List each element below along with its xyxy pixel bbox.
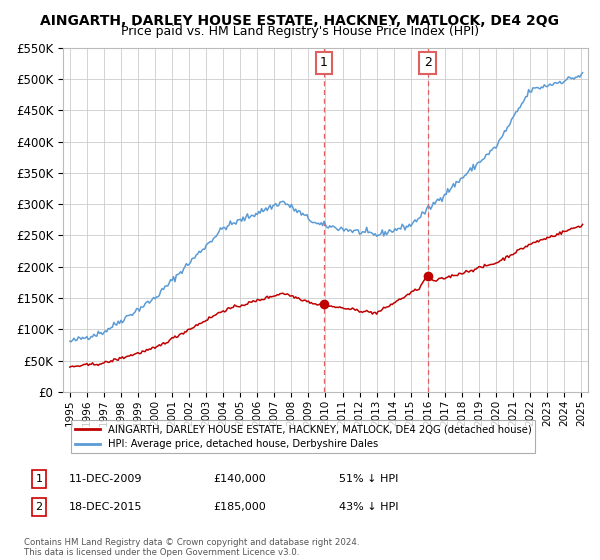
Text: 43% ↓ HPI: 43% ↓ HPI — [339, 502, 398, 512]
Text: 11-DEC-2009: 11-DEC-2009 — [69, 474, 143, 484]
Legend: AINGARTH, DARLEY HOUSE ESTATE, HACKNEY, MATLOCK, DE4 2QG (detached house), HPI: : AINGARTH, DARLEY HOUSE ESTATE, HACKNEY, … — [71, 421, 535, 453]
Text: 51% ↓ HPI: 51% ↓ HPI — [339, 474, 398, 484]
Text: £140,000: £140,000 — [213, 474, 266, 484]
Text: Contains HM Land Registry data © Crown copyright and database right 2024.
This d: Contains HM Land Registry data © Crown c… — [24, 538, 359, 557]
Text: AINGARTH, DARLEY HOUSE ESTATE, HACKNEY, MATLOCK, DE4 2QG: AINGARTH, DARLEY HOUSE ESTATE, HACKNEY, … — [41, 14, 560, 28]
Text: 18-DEC-2015: 18-DEC-2015 — [69, 502, 143, 512]
Text: Price paid vs. HM Land Registry's House Price Index (HPI): Price paid vs. HM Land Registry's House … — [121, 25, 479, 38]
Text: 1: 1 — [320, 56, 328, 69]
Text: £185,000: £185,000 — [213, 502, 266, 512]
Text: 2: 2 — [424, 56, 432, 69]
Text: 2: 2 — [35, 502, 43, 512]
Text: 1: 1 — [35, 474, 43, 484]
